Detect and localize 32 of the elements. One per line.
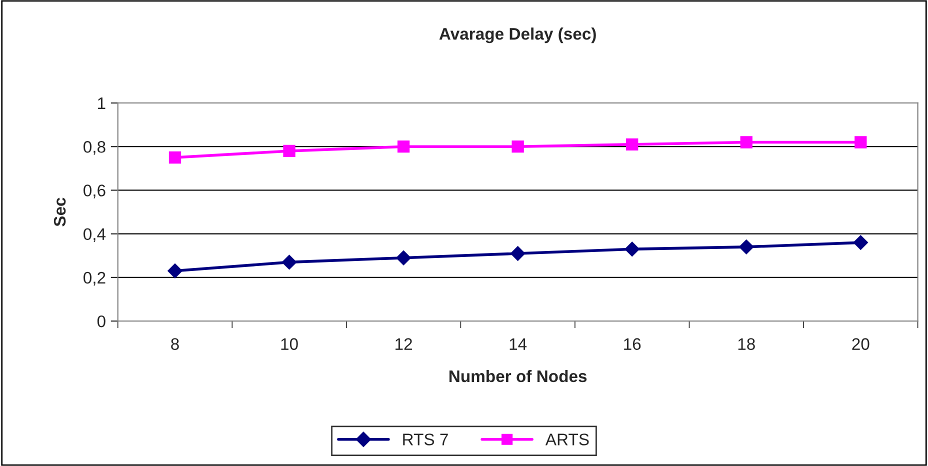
y-tick-label: 1 — [98, 98, 106, 110]
x-tick-label: 10 — [281, 338, 298, 350]
point — [740, 136, 752, 148]
point — [283, 144, 296, 158]
legend-label: ARTS — [545, 434, 589, 446]
point — [624, 242, 640, 256]
x-tick-label: 12 — [396, 338, 412, 350]
x-axis-title: Number of Nodes — [449, 370, 587, 382]
point — [738, 240, 754, 254]
point — [512, 140, 524, 153]
x-tick-label: 16 — [624, 338, 641, 350]
point — [396, 250, 411, 266]
x-tick-label: 8 — [171, 338, 179, 350]
y-tick-label: 0,8 — [84, 141, 106, 155]
y-axis-title: Sec — [54, 198, 66, 226]
x-tick-label: 14 — [510, 338, 527, 350]
y-tick-label: 0,2 — [84, 272, 106, 286]
x-tick-label: 18 — [738, 338, 755, 350]
point — [282, 254, 297, 270]
chart-title: Avarage Delay (sec) — [439, 28, 596, 44]
point — [168, 151, 182, 164]
legend-label: RTS 7 — [403, 434, 448, 446]
y-tick-label: 0,6 — [84, 184, 106, 198]
y-tick-label: 0,4 — [84, 228, 106, 242]
point — [168, 264, 182, 278]
point — [854, 136, 867, 148]
point — [397, 140, 410, 153]
point — [626, 138, 638, 150]
y-tick-label: 0 — [97, 315, 106, 328]
point — [510, 246, 526, 261]
point — [853, 235, 868, 250]
x-tick-label: 20 — [852, 338, 870, 350]
